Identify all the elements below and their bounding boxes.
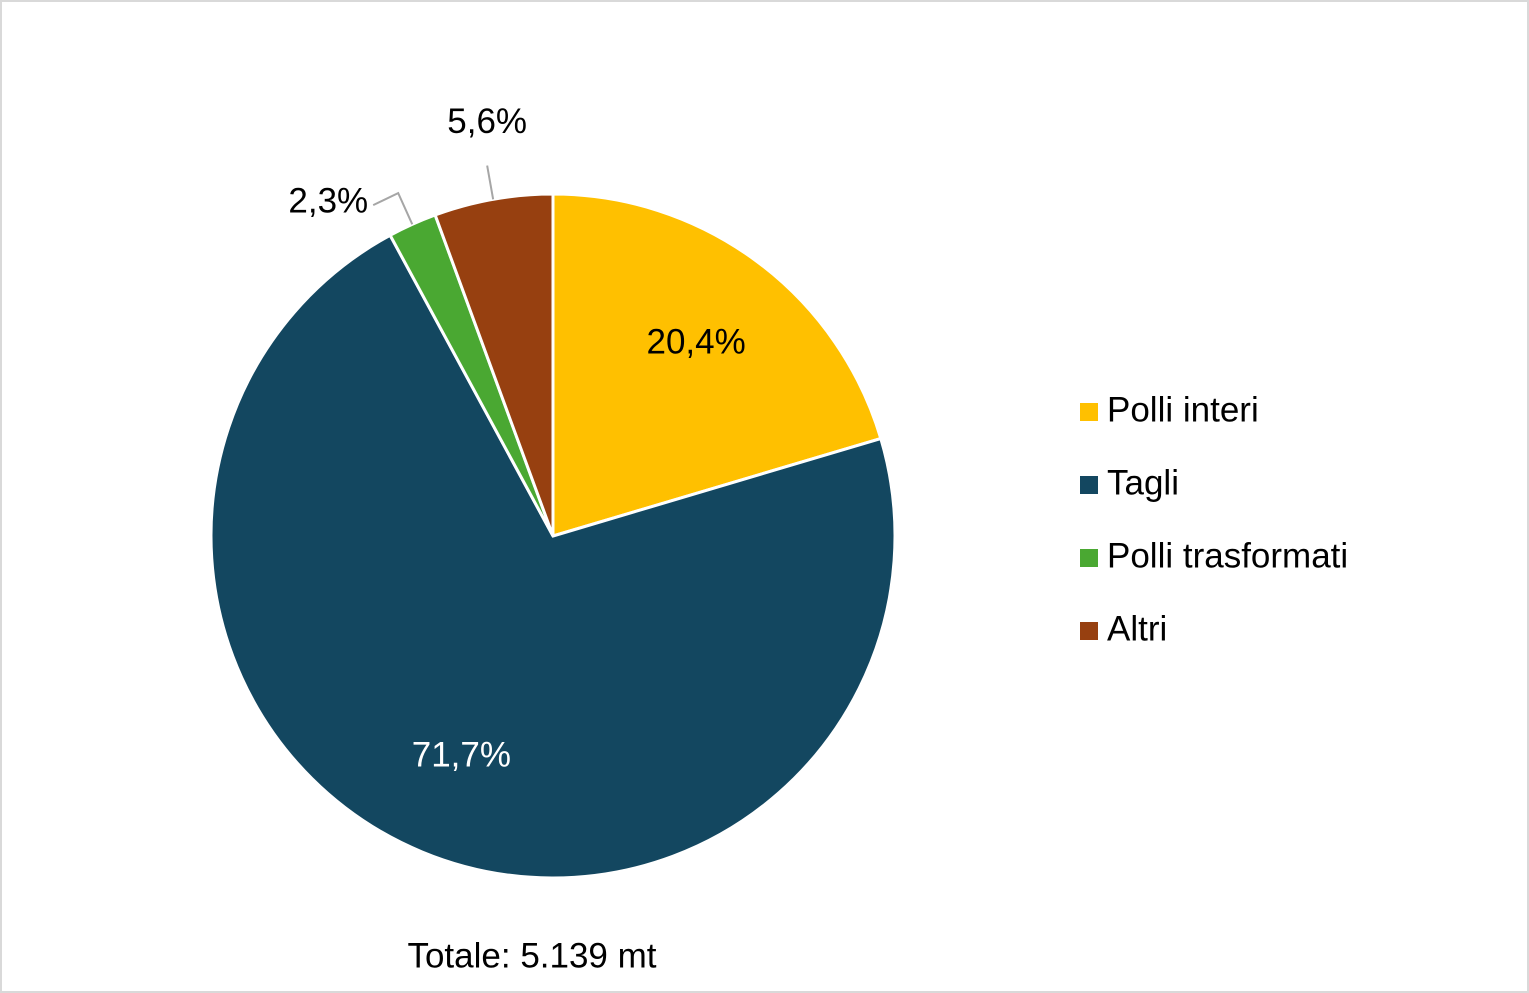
legend-label: Polli interi	[1107, 390, 1259, 429]
data-label: 5,6%	[447, 102, 527, 141]
data-label: 2,3%	[288, 181, 368, 220]
leader-line	[486, 165, 495, 200]
legend-swatch	[1080, 476, 1098, 494]
pie-slice	[209, 233, 897, 880]
data-label: 71,7%	[412, 735, 511, 774]
total-annotation: Totale: 5.139 mt	[407, 936, 656, 975]
data-label: 20,4%	[647, 322, 746, 361]
leader-line	[372, 191, 414, 225]
pie-slice	[551, 192, 883, 539]
legend-swatch	[1080, 403, 1098, 421]
legend-swatch	[1080, 549, 1098, 567]
legend-label: Altri	[1107, 609, 1167, 648]
legend-swatch	[1080, 622, 1098, 640]
legend-label: Polli trasformati	[1107, 536, 1348, 575]
legend-label: Tagli	[1107, 463, 1179, 502]
